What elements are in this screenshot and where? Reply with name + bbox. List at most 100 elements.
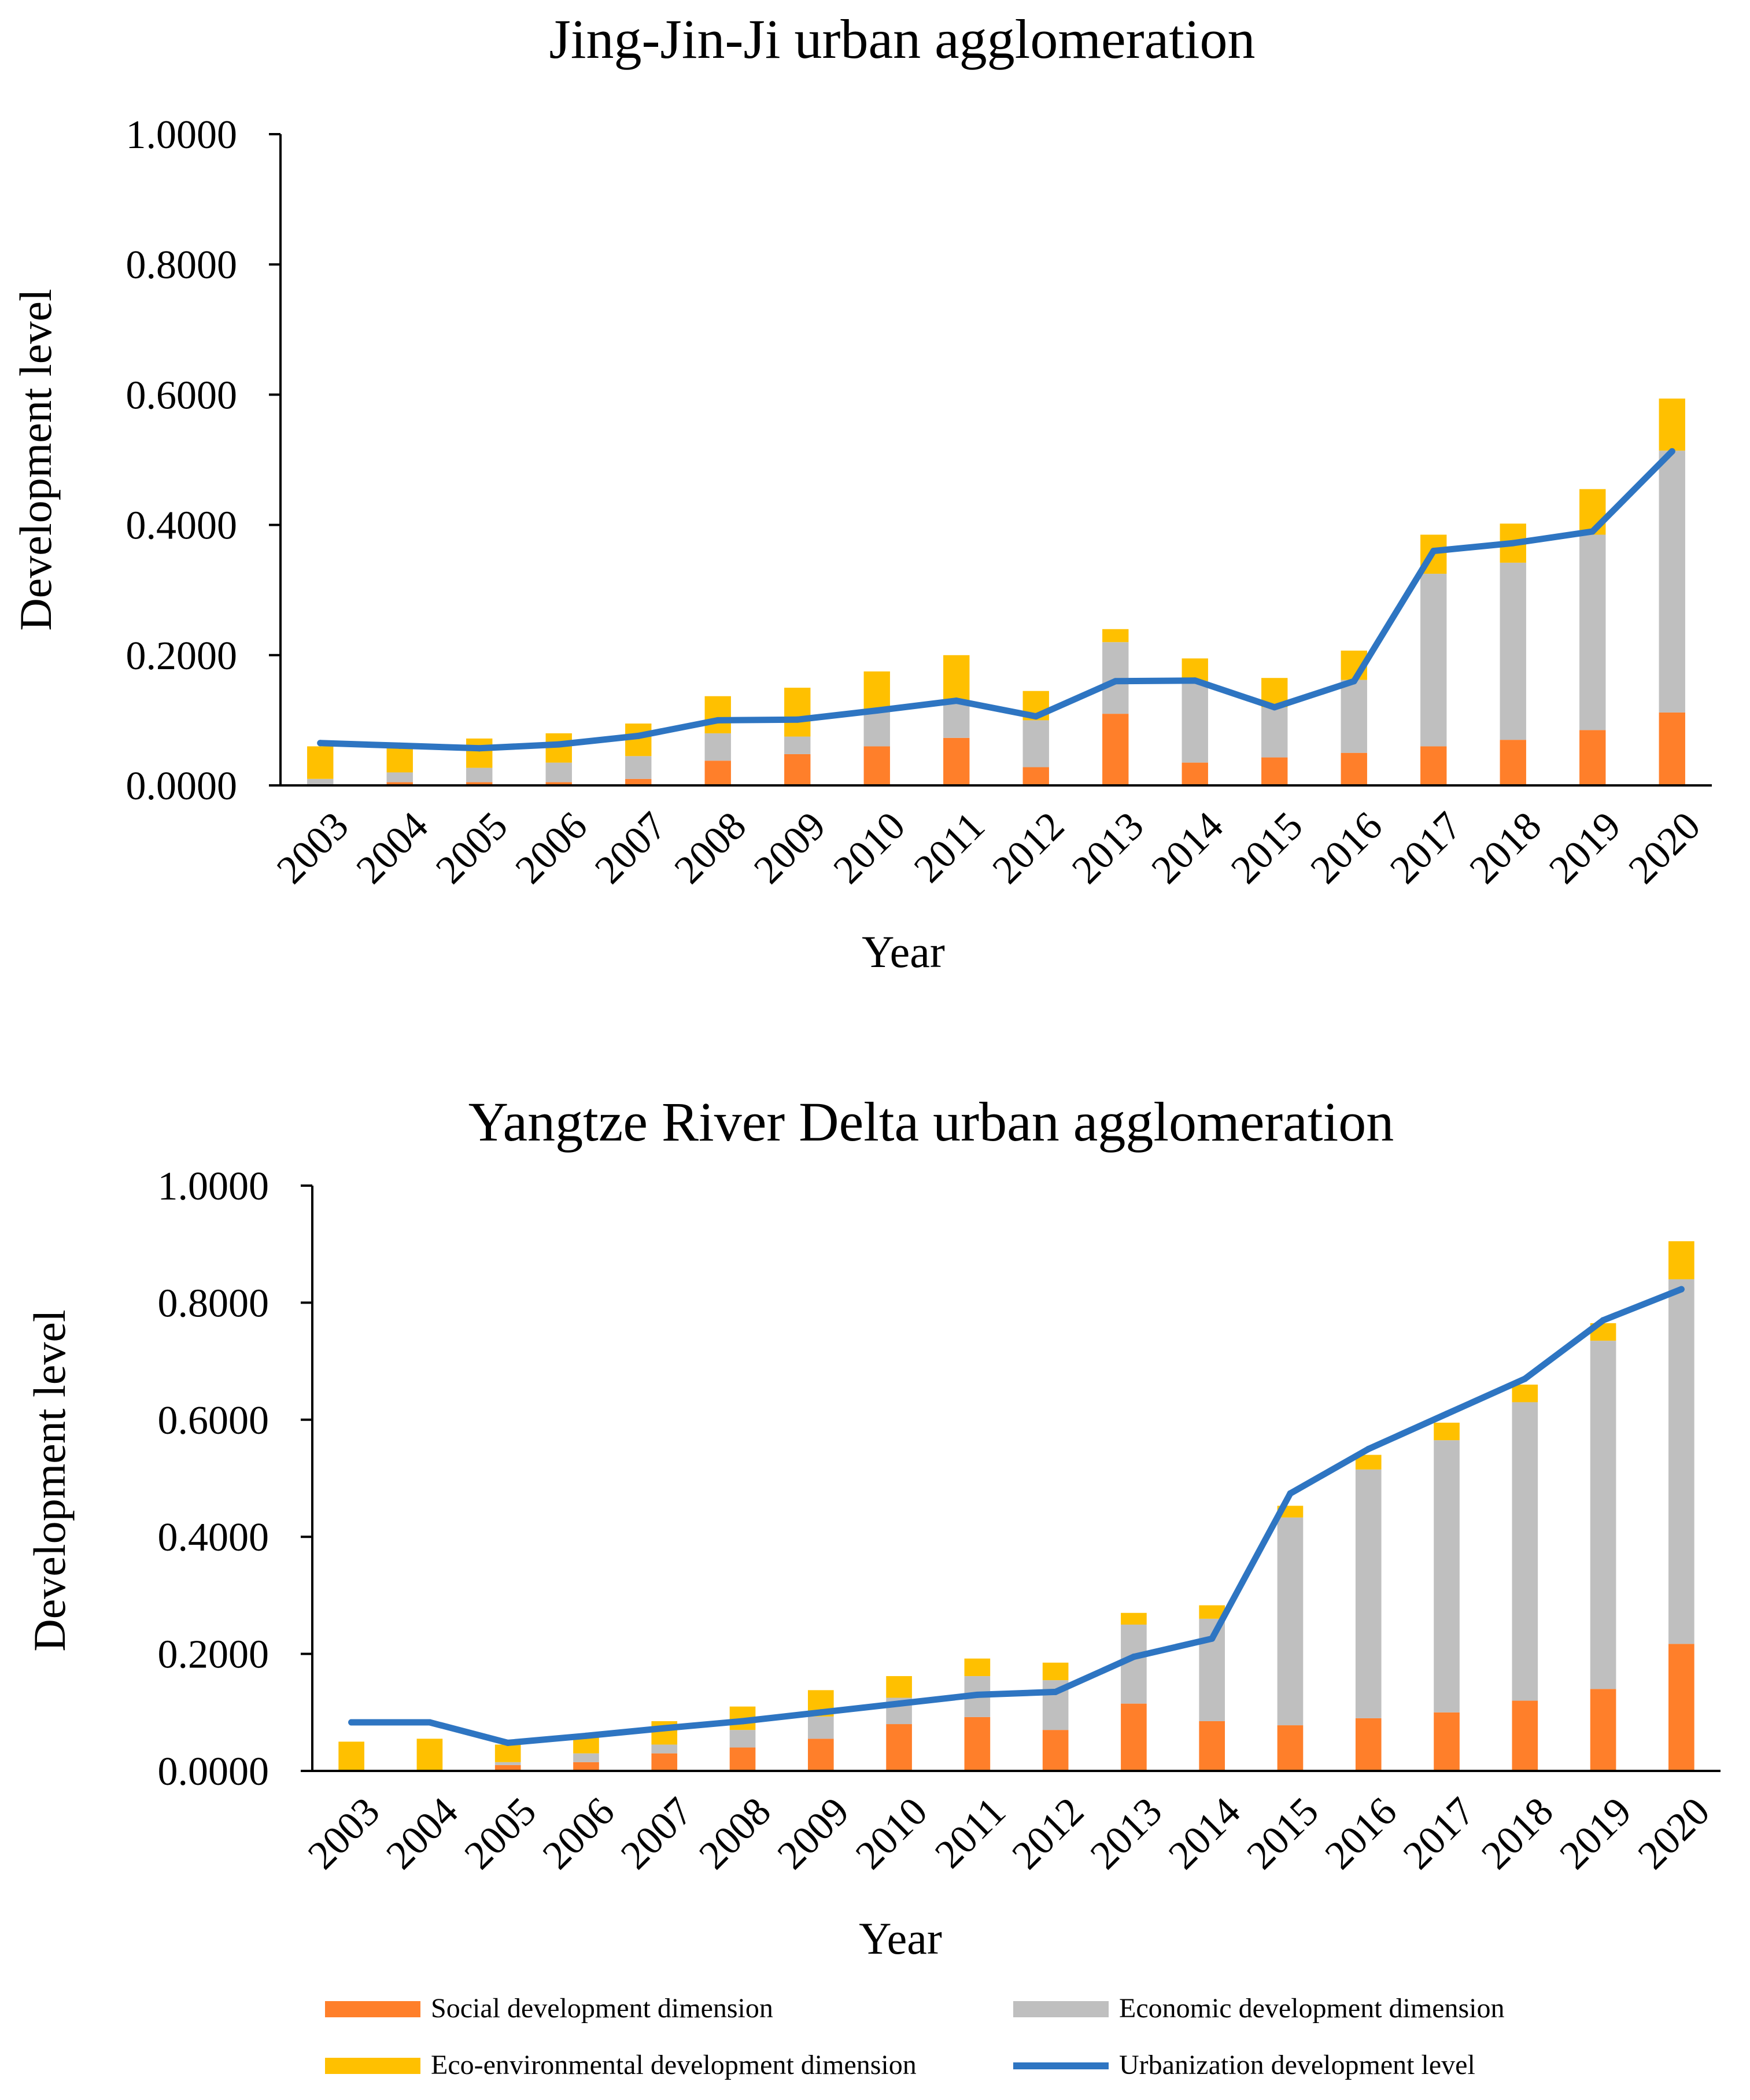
- x-tick-label: 2010: [825, 804, 914, 892]
- bar-economic-2014: [1182, 681, 1208, 763]
- x-tick-label: 2011: [926, 1789, 1014, 1877]
- bar-economic-2016: [1341, 680, 1367, 753]
- line-point-2015: [1271, 704, 1278, 711]
- bar-eco-environmental-2004: [416, 1739, 443, 1771]
- x-tick-label: 2018: [1473, 1789, 1561, 1878]
- bar-economic-2020: [1659, 451, 1685, 713]
- x-tick-label: 2014: [1160, 1789, 1249, 1878]
- bar-eco-environmental-2003: [338, 1741, 364, 1771]
- line-point-2018: [1509, 540, 1516, 547]
- bar-social-2005: [466, 782, 493, 785]
- line-point-2011: [953, 697, 960, 704]
- x-tick-label: 2004: [378, 1789, 466, 1878]
- x-tick-label: 2003: [268, 804, 357, 892]
- x-axis-label: Year: [859, 1913, 942, 1964]
- line-point-2009: [794, 716, 801, 723]
- legend-label-urbanization: Urbanization development level: [1119, 2050, 1475, 2080]
- x-tick-label: 2006: [507, 804, 596, 892]
- bar-economic-2007: [651, 1744, 678, 1754]
- x-tick-label: 2008: [691, 1789, 780, 1878]
- bar-social-2010: [886, 1724, 912, 1771]
- line-point-2010: [896, 1700, 903, 1707]
- bar-eco-environmental-2010: [886, 1676, 912, 1698]
- bar-eco-environmental-2014: [1199, 1605, 1225, 1619]
- line-point-2004: [396, 742, 403, 749]
- line-point-2011: [974, 1691, 981, 1698]
- bar-social-2009: [807, 1739, 834, 1771]
- x-tick-label: 2007: [586, 804, 675, 892]
- x-tick-label: 2015: [1238, 1789, 1327, 1878]
- x-tick-label: 2005: [456, 1789, 545, 1878]
- bar-social-2019: [1579, 730, 1606, 785]
- bar-economic-2010: [863, 710, 890, 747]
- bar-economic-2006: [573, 1753, 599, 1762]
- bar-social-2012: [1022, 767, 1049, 785]
- bar-economic-2007: [625, 756, 652, 779]
- bar-social-2019: [1590, 1689, 1616, 1771]
- legend-item-urbanization: Urbanization development level: [1013, 2050, 1475, 2080]
- legend-item-social: Social development dimension: [325, 1993, 773, 2024]
- x-tick-label: 2020: [1620, 804, 1709, 892]
- bar-economic-2018: [1512, 1402, 1538, 1701]
- line-point-2020: [1668, 448, 1675, 455]
- bar-social-2008: [704, 761, 731, 785]
- bar-economic-2012: [1022, 720, 1049, 767]
- bar-eco-environmental-2011: [943, 655, 970, 702]
- bar-social-2007: [625, 778, 652, 785]
- bar-social-2010: [863, 746, 890, 785]
- line-point-2003: [317, 740, 324, 747]
- line-point-2017: [1443, 1411, 1450, 1418]
- bar-eco-environmental-2017: [1434, 1422, 1460, 1441]
- bar-social-2009: [784, 754, 811, 785]
- y-tick-label: 0.6000: [158, 1398, 269, 1443]
- line-point-2009: [817, 1709, 824, 1716]
- y-tick-label: 0.2000: [158, 1633, 269, 1677]
- bar-eco-environmental-2005: [466, 738, 493, 768]
- bar-social-2011: [964, 1717, 991, 1771]
- x-tick-label: 2009: [769, 1789, 858, 1878]
- legend-label-economic: Economic development dimension: [1119, 1993, 1505, 2024]
- x-tick-label: 2004: [348, 804, 437, 892]
- y-tick-label: 0.4000: [126, 504, 238, 548]
- bar-economic-2015: [1277, 1517, 1304, 1726]
- bar-eco-environmental-2020: [1668, 1241, 1694, 1279]
- line-point-2020: [1678, 1286, 1685, 1293]
- x-tick-label: 2016: [1317, 1789, 1405, 1878]
- bar-economic-2005: [466, 767, 493, 783]
- y-tick-label: 0.4000: [158, 1515, 269, 1560]
- x-tick-label: 2017: [1395, 1789, 1483, 1878]
- bar-economic-2017: [1434, 1440, 1460, 1713]
- line-point-2006: [582, 1732, 589, 1739]
- line-urbanization-development-level: [348, 1286, 1685, 1746]
- bar-economic-2005: [494, 1762, 521, 1765]
- bar-social-2004: [386, 782, 413, 785]
- line-point-2015: [1287, 1490, 1294, 1497]
- legend-swatch-eco-environmental: [325, 2058, 420, 2074]
- bar-social-2016: [1355, 1718, 1382, 1771]
- x-tick-label: 2007: [612, 1789, 701, 1878]
- chart-jing-jin-ji: Jing-Jin-Ji urban agglomeration Developm…: [10, 8, 1712, 977]
- chart-yangtze-river-delta: Yangtze River Delta urban agglomeration …: [24, 1091, 1721, 1964]
- x-tick-label: 2019: [1552, 1789, 1640, 1878]
- y-tick-label: 0.0000: [158, 1750, 269, 1794]
- bar-eco-environmental-2003: [307, 746, 334, 779]
- bar-social-2005: [494, 1765, 521, 1771]
- bar-eco-environmental-2010: [863, 671, 890, 711]
- plot-area: 0.0000 0.2000 0.4000 0.6000 0.8000 1.0000 2003…: [158, 1164, 1721, 1878]
- bar-social-2006: [573, 1762, 599, 1771]
- bar-social-2007: [651, 1753, 678, 1771]
- bar-social-2008: [729, 1747, 756, 1771]
- x-tick-label: 2017: [1382, 804, 1470, 892]
- x-tick-label: 2019: [1541, 804, 1629, 892]
- line-point-2016: [1365, 1445, 1372, 1452]
- bar-economic-2006: [545, 762, 572, 783]
- line-point-2014: [1209, 1635, 1216, 1642]
- bar-social-2020: [1659, 712, 1685, 785]
- x-axis-label: Year: [862, 927, 945, 977]
- bar-social-2014: [1182, 762, 1208, 785]
- bar-social-2017: [1420, 746, 1447, 785]
- bar-eco-environmental-2018: [1512, 1385, 1538, 1403]
- line-point-2012: [1032, 713, 1039, 720]
- y-axis-label: Development level: [10, 289, 61, 630]
